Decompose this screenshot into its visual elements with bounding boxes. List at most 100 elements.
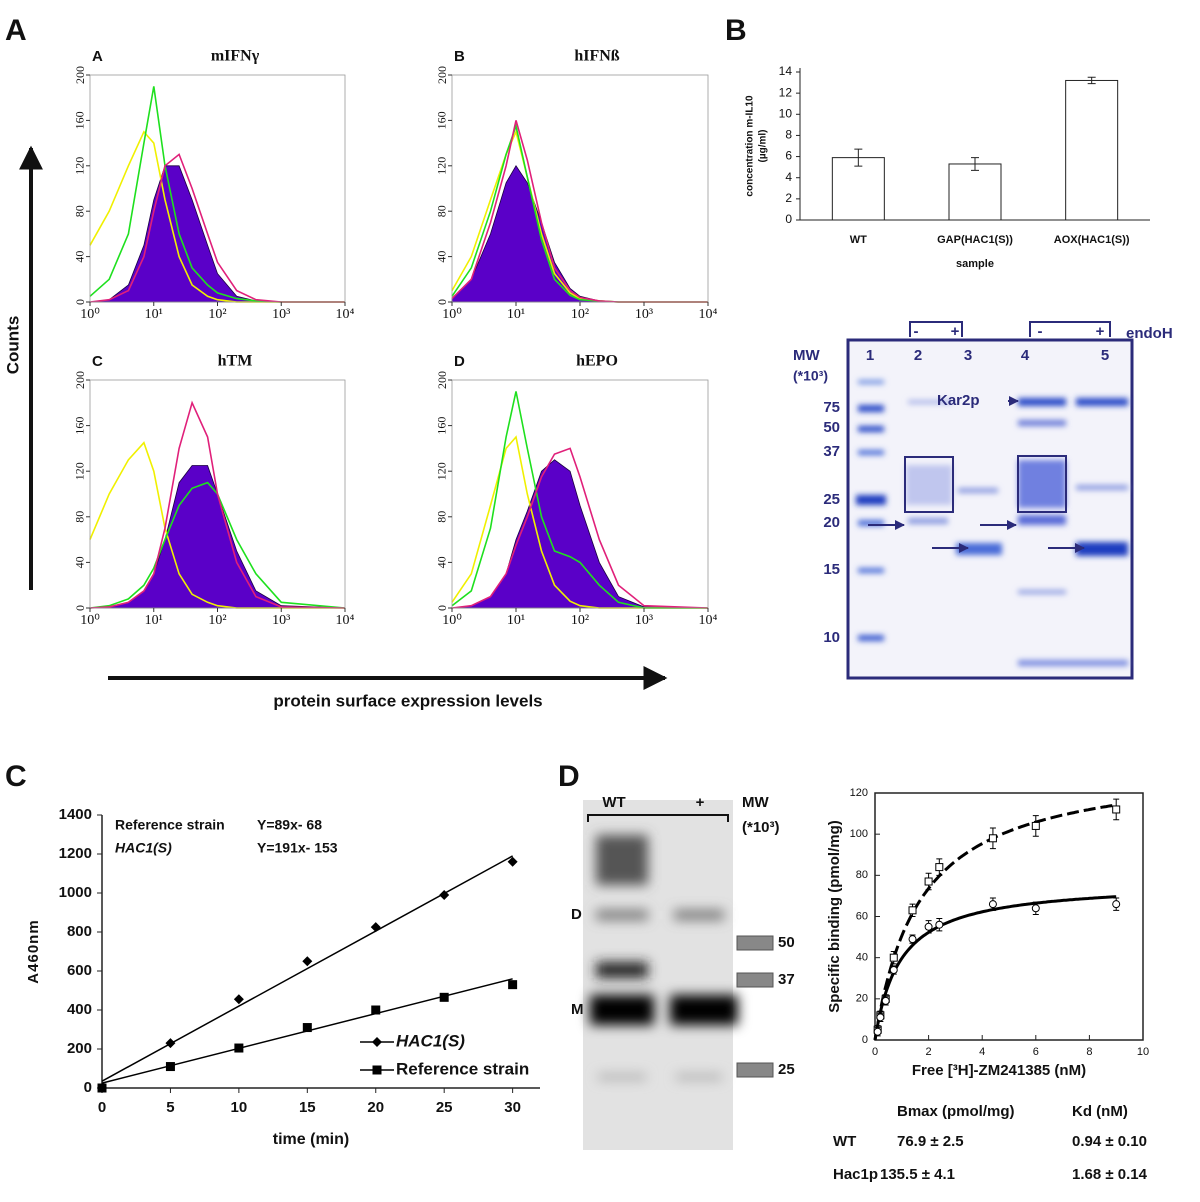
table-header: Kd (nM) — [1072, 1103, 1128, 1120]
gel-box — [1017, 455, 1067, 513]
mw-marker-label: 37 — [778, 971, 795, 988]
mw-marker-label: 10 — [823, 629, 840, 646]
y-tick-label: 120 — [73, 157, 87, 175]
marker — [1112, 805, 1121, 814]
x-tick-label: 10² — [571, 307, 589, 322]
x-tick-label: 10³ — [635, 613, 653, 628]
panel-letter: A — [92, 48, 103, 65]
y-tick-label: 80 — [435, 511, 449, 523]
x-tick-label: 0 — [98, 1099, 106, 1116]
mw-unit: (*10³) — [742, 819, 780, 836]
table-header: Bmax (pmol/mg) — [897, 1103, 1015, 1120]
y-tick-label: 0 — [435, 299, 449, 305]
y-tick-label: 80 — [73, 511, 87, 523]
marker — [233, 994, 244, 1005]
mw-marker-label: 25 — [823, 491, 840, 508]
mw-marker-label: 37 — [823, 443, 840, 460]
y-tick-label: 40 — [435, 556, 449, 568]
x-tick-label: 20 — [367, 1099, 384, 1116]
x-tick-label: 8 — [1086, 1046, 1092, 1058]
treatment-sign: - — [1038, 323, 1043, 340]
x-tick-label: 10² — [208, 307, 226, 322]
y-tick-label: 6 — [785, 149, 792, 163]
marker — [988, 900, 997, 909]
legend-marker — [372, 1037, 382, 1047]
x-tick-label: 10⁴ — [336, 613, 355, 628]
marker — [935, 863, 944, 872]
lane-label: 4 — [1021, 347, 1030, 364]
y-axis-label: A460nm — [25, 919, 42, 983]
y-tick-label: 12 — [779, 85, 793, 99]
marker — [935, 920, 944, 929]
y-tick-label: 1400 — [59, 806, 92, 823]
mw-unit: (*10³) — [793, 368, 828, 384]
marker — [924, 922, 933, 931]
area — [451, 165, 708, 303]
x-tick-label: 10² — [208, 613, 226, 628]
y-tick-label: 200 — [435, 371, 449, 389]
band-label: Kar2p — [937, 392, 980, 409]
x-tick-label: 5 — [166, 1099, 174, 1116]
error-bar — [971, 157, 979, 171]
bar — [1065, 79, 1119, 221]
lane-label: + — [696, 794, 705, 811]
mw-marker — [736, 972, 774, 988]
x-tick-label: 10⁰ — [442, 613, 462, 628]
y-axis-label: (µg/ml) — [758, 130, 769, 163]
marker — [371, 1005, 381, 1015]
bar — [831, 157, 885, 221]
panel-label: D — [558, 760, 580, 793]
line — [89, 153, 345, 303]
x-tick-label: 2 — [926, 1046, 932, 1058]
treatment-sign: + — [1096, 323, 1105, 340]
y-tick-label: 40 — [856, 952, 868, 964]
mw-marker — [736, 935, 774, 951]
band-label: M — [571, 1001, 584, 1018]
y-tick-label: 14 — [779, 64, 793, 78]
y-axis-label: concentration m-IL10 — [745, 95, 756, 197]
gel-frame — [846, 338, 1134, 680]
mw-marker-label: 75 — [823, 399, 840, 416]
y-tick-label: 1000 — [59, 884, 92, 901]
x-tick-label: 10⁴ — [699, 307, 718, 322]
lane-label: 5 — [1101, 347, 1109, 364]
marker — [302, 956, 313, 967]
panel-label: A — [5, 14, 27, 47]
table-cell: 135.5 ± 4.1 — [880, 1166, 955, 1183]
bracket — [909, 321, 1111, 337]
annotation: Y=89x- 68 — [257, 817, 322, 833]
line — [451, 391, 708, 609]
x-tick-label: 0 — [872, 1046, 878, 1058]
x-tick-label: 10¹ — [507, 613, 525, 628]
y-tick-label: 200 — [73, 66, 87, 84]
gel-bands — [856, 380, 1128, 666]
y-tick-label: 0 — [73, 299, 87, 305]
marker — [1031, 904, 1040, 913]
legend-marker — [372, 1065, 382, 1075]
marker — [873, 1027, 882, 1036]
fit-curve — [873, 895, 1117, 1041]
x-tick-label: 10⁴ — [336, 307, 355, 322]
x-tick-label: WT — [850, 234, 867, 246]
y-tick-label: 0 — [73, 605, 87, 611]
y-tick-label: 80 — [73, 205, 87, 217]
treatment-sign: + — [951, 323, 960, 340]
bar — [948, 163, 1002, 221]
mw-marker-label: 50 — [823, 419, 840, 436]
x-tick-label: 10⁰ — [80, 307, 100, 322]
panel-letter: C — [92, 353, 103, 370]
gel-d — [583, 800, 774, 1150]
marker — [302, 1023, 312, 1033]
x-tick-label: 10 — [231, 1099, 248, 1116]
lane-label: 1 — [866, 347, 874, 364]
y-axis-label: Specific binding (pmol/mg) — [826, 820, 843, 1013]
y-tick-label: 0 — [862, 1034, 868, 1046]
x-tick-label: 10⁰ — [80, 613, 100, 628]
chart-title: mIFNγ — [211, 48, 260, 65]
chart-title: hIFNß — [574, 48, 619, 65]
x-axis-label: sample — [956, 258, 994, 270]
x-tick-label: AOX(HAC1(S)) — [1054, 234, 1130, 246]
y-tick-label: 200 — [435, 66, 449, 84]
marker — [370, 922, 381, 933]
lane-label: 3 — [964, 347, 972, 364]
